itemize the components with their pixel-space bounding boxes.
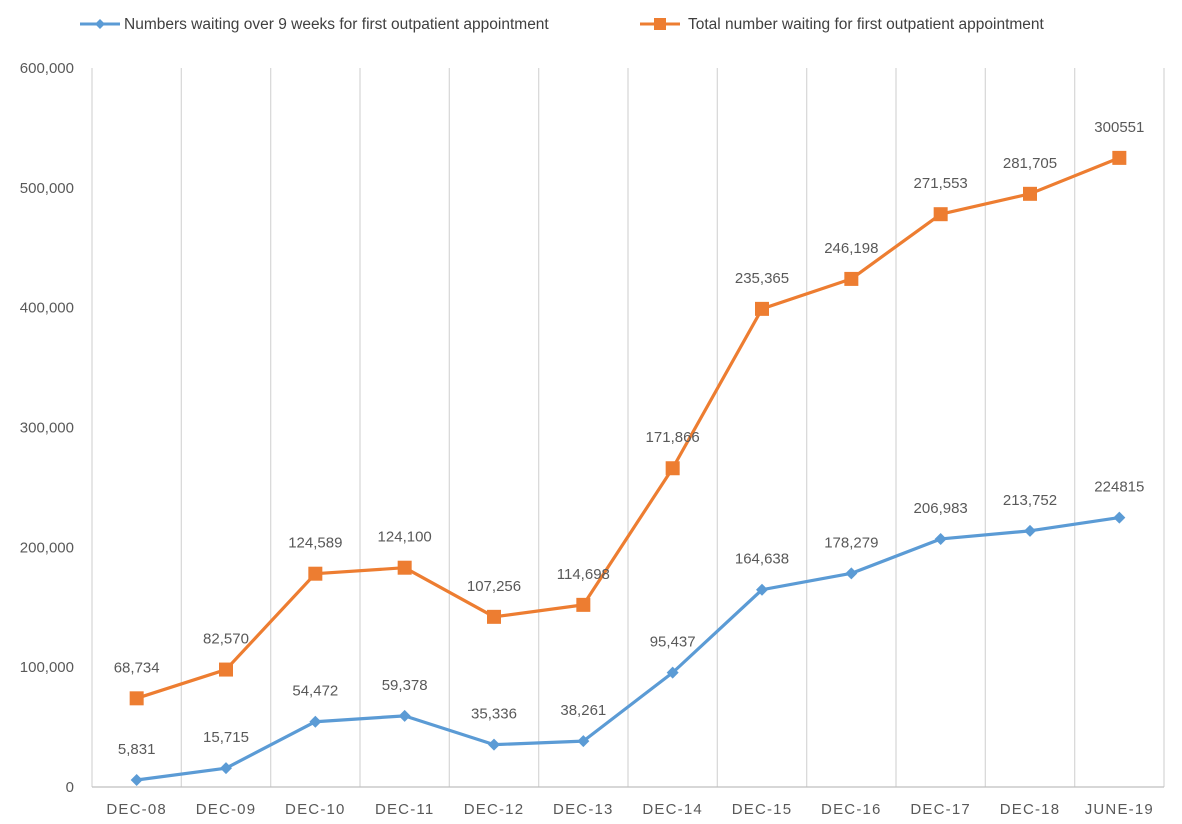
data-label: 171,866 bbox=[646, 429, 700, 446]
data-label: 5,831 bbox=[118, 741, 156, 758]
legend-marker bbox=[654, 18, 666, 30]
x-tick-label: DEC-17 bbox=[910, 801, 971, 818]
series-marker bbox=[220, 762, 232, 775]
series-marker bbox=[487, 609, 501, 624]
data-label: 206,983 bbox=[914, 500, 968, 517]
x-tick-label: DEC-11 bbox=[375, 801, 434, 818]
x-tick-label: DEC-08 bbox=[106, 801, 167, 818]
data-label: 95,437 bbox=[650, 634, 696, 651]
series-marker bbox=[1024, 524, 1036, 537]
y-tick-label: 600,000 bbox=[20, 60, 74, 77]
series-marker bbox=[756, 583, 768, 596]
x-tick-label: DEC-18 bbox=[1000, 801, 1061, 818]
data-label: 54,472 bbox=[292, 683, 338, 700]
data-label: 35,336 bbox=[471, 706, 517, 723]
data-label: 59,378 bbox=[382, 677, 428, 694]
series-marker bbox=[309, 715, 322, 728]
series-marker bbox=[844, 271, 859, 286]
x-tick-label: DEC-16 bbox=[821, 801, 882, 818]
series-marker bbox=[1023, 186, 1037, 201]
y-tick-label: 200,000 bbox=[20, 539, 74, 556]
series-marker bbox=[129, 691, 144, 706]
y-tick-label: 0 bbox=[66, 779, 74, 796]
x-tick-label: DEC-15 bbox=[732, 801, 793, 818]
legend-label: Numbers waiting over 9 weeks for first o… bbox=[124, 16, 549, 33]
series-marker bbox=[130, 774, 143, 787]
data-label: 178,279 bbox=[824, 534, 878, 551]
series-marker bbox=[933, 207, 948, 222]
data-label: 235,365 bbox=[735, 270, 789, 287]
data-series bbox=[129, 150, 1127, 787]
x-tick-label: DEC-13 bbox=[553, 801, 614, 818]
x-tick-label: DEC-12 bbox=[464, 801, 525, 818]
series-marker bbox=[1112, 150, 1127, 165]
series-marker bbox=[845, 567, 858, 580]
data-label: 68,734 bbox=[114, 659, 160, 676]
y-axis-tick-labels: 0 100,000 200,000 300,000 400,000 500,000 600,… bbox=[20, 60, 74, 796]
y-tick-label: 100,000 bbox=[20, 659, 74, 676]
series-marker bbox=[755, 301, 769, 316]
x-tick-label: DEC-14 bbox=[642, 801, 703, 818]
series-marker bbox=[398, 709, 411, 722]
data-label: 213,752 bbox=[1003, 492, 1057, 509]
x-tick-label: DEC-09 bbox=[196, 801, 257, 818]
data-labels: 5,831 15,715 54,472 59,378 35,336 38,261 95,43… bbox=[114, 119, 1145, 758]
data-label: 164,638 bbox=[735, 551, 789, 568]
y-tick-label: 400,000 bbox=[20, 300, 74, 317]
x-axis-tick-labels: DEC-08 DEC-09 DEC-10 DEC-11 DEC-12 DEC-13 DEC-… bbox=[106, 801, 1154, 818]
series-marker bbox=[219, 662, 233, 677]
series-marker bbox=[665, 461, 680, 476]
x-tick-label: DEC-10 bbox=[285, 801, 346, 818]
data-label: 15,715 bbox=[203, 729, 249, 746]
vertical-gridlines bbox=[91, 68, 1165, 787]
y-tick-label: 300,000 bbox=[20, 420, 74, 437]
y-tick-label: 500,000 bbox=[20, 180, 74, 197]
data-label: 38,261 bbox=[560, 702, 606, 719]
series-marker bbox=[666, 666, 679, 679]
data-label: 124,100 bbox=[378, 529, 432, 546]
legend: Numbers waiting over 9 weeks for first o… bbox=[80, 16, 1045, 33]
data-label: 124,589 bbox=[288, 535, 342, 552]
series-marker bbox=[576, 597, 591, 612]
data-label: 246,198 bbox=[824, 240, 878, 257]
data-label: 281,705 bbox=[1003, 155, 1057, 172]
data-label: 107,256 bbox=[467, 578, 521, 595]
series-marker bbox=[308, 566, 323, 581]
series-line bbox=[136, 516, 1120, 782]
series-marker bbox=[577, 735, 590, 748]
data-label: 300551 bbox=[1094, 119, 1144, 136]
legend-label: Total number waiting for first outpatien… bbox=[688, 16, 1045, 33]
series-line bbox=[136, 156, 1120, 700]
series-marker bbox=[397, 560, 412, 575]
x-tick-label: JUNE-19 bbox=[1085, 801, 1154, 818]
series-marker bbox=[488, 738, 500, 751]
data-label: 271,553 bbox=[914, 175, 968, 192]
series-marker bbox=[1113, 511, 1126, 524]
data-label: 82,570 bbox=[203, 631, 249, 648]
legend-marker bbox=[95, 19, 105, 29]
data-label: 114,698 bbox=[557, 566, 610, 583]
data-label: 224815 bbox=[1094, 479, 1144, 496]
series-marker bbox=[934, 532, 947, 545]
